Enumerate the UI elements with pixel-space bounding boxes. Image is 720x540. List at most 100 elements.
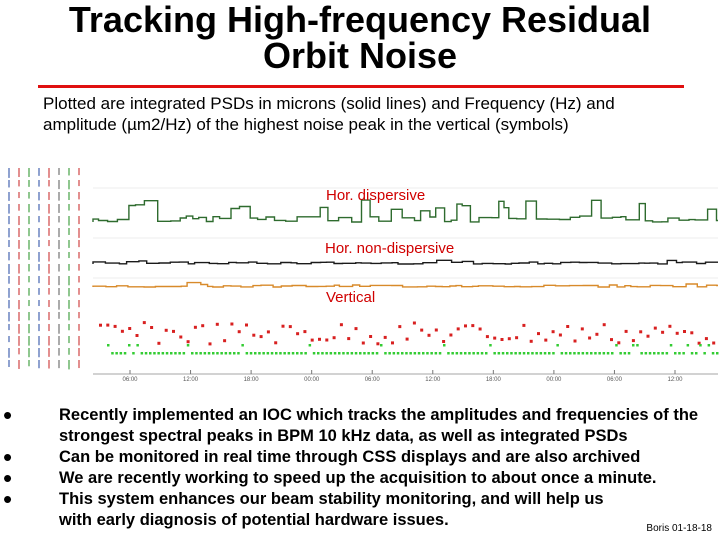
left-axis-mark [28, 348, 30, 358]
left-axis-mark [48, 204, 50, 214]
frequency-point [665, 352, 669, 355]
frequency-point [132, 352, 135, 355]
left-axis-mark [28, 252, 30, 260]
frequency-point [241, 344, 244, 347]
frequency-point [119, 352, 123, 355]
amplitude-point [150, 326, 154, 329]
frequency-point [354, 352, 358, 355]
frequency-point [182, 352, 186, 355]
left-axis-mark [48, 240, 50, 247]
amplitude-point [296, 332, 300, 336]
frequency-point [468, 352, 471, 355]
label-hor-non-dispersive: Hor. non-dispersive [325, 240, 454, 257]
left-axis-mark [48, 312, 50, 321]
frequency-point [136, 344, 139, 347]
frequency-point [178, 352, 181, 355]
chart-gridlines [93, 187, 718, 279]
amplitude-point [500, 338, 504, 341]
frequency-point [716, 352, 719, 355]
frequency-point [237, 352, 240, 355]
amplitude-point [566, 325, 570, 328]
left-axis-mark [58, 276, 60, 286]
amplitude-point [653, 326, 657, 330]
amplitude-point [193, 325, 197, 329]
frequency-point [497, 352, 501, 355]
frequency-point [275, 352, 278, 355]
amplitude-point [646, 334, 650, 338]
left-axis-mark [28, 312, 30, 321]
amplitude-point [697, 341, 701, 345]
bullet-dot: • [3, 484, 13, 514]
frequency-point [317, 352, 320, 355]
left-axis-mark [38, 192, 40, 201]
amplitude-point [230, 322, 234, 326]
amplitude-point [398, 325, 402, 329]
amplitude-point [551, 330, 555, 334]
left-axis-mark [68, 240, 70, 248]
frequency-point [531, 352, 534, 355]
frequency-point [535, 352, 538, 355]
frequency-point [459, 352, 463, 355]
frequency-point [548, 352, 551, 355]
frequency-point [577, 352, 580, 355]
left-axis-mark [78, 288, 80, 295]
left-axis-mark [28, 216, 30, 225]
left-axis-mark [28, 228, 30, 237]
title-line-1: Tracking High-frequency Residual [68, 0, 652, 40]
amplitude-point [588, 336, 592, 340]
amplitude-point [164, 328, 168, 332]
frequency-point [552, 352, 555, 355]
frequency-point [291, 352, 295, 355]
left-axis-mark [68, 216, 70, 226]
frequency-point [674, 352, 677, 355]
left-axis-mark [48, 192, 50, 200]
frequency-point [149, 352, 152, 355]
left-axis-mark [78, 252, 80, 259]
amplitude-point [456, 327, 460, 331]
left-axis-mark [58, 288, 60, 296]
left-axis-mark [68, 312, 70, 321]
left-axis-mark [48, 300, 50, 307]
x-tick-label: 12:00 [425, 377, 441, 383]
amplitude-point [383, 335, 387, 339]
amplitude-point [332, 336, 336, 340]
left-axis-mark [78, 300, 80, 308]
frequency-point [585, 352, 589, 355]
left-axis-mark [18, 204, 20, 211]
x-tick-label: 00:00 [546, 377, 562, 383]
frequency-point [262, 352, 265, 355]
amplitude-point [376, 342, 380, 346]
amplitude-point [135, 334, 139, 337]
frequency-point [594, 352, 597, 355]
amplitude-point [354, 327, 358, 331]
frequency-point [191, 352, 194, 355]
frequency-point [363, 352, 366, 355]
frequency-point [661, 352, 664, 355]
frequency-point [287, 352, 291, 355]
left-axis-mark [18, 252, 20, 260]
amplitude-point [201, 324, 205, 328]
amplitude-point [223, 339, 227, 343]
left-axis-mark [48, 288, 50, 295]
frequency-point [438, 352, 442, 355]
frequency-point [615, 344, 618, 347]
amplitude-point [610, 338, 613, 342]
frequency-point [346, 352, 349, 355]
frequency-point [413, 352, 417, 355]
amplitude-point [186, 340, 190, 344]
amplitude-point [347, 337, 351, 341]
frequency-point [367, 352, 370, 355]
amplitude-point [675, 331, 679, 335]
left-axis-mark [68, 300, 70, 309]
x-tick-label: 18:00 [486, 377, 502, 383]
frequency-point [405, 352, 408, 355]
frequency-point [682, 352, 685, 355]
frequency-point [329, 352, 333, 355]
left-axis-mark [8, 168, 10, 178]
left-axis-mark [58, 168, 60, 175]
left-axis-mark [58, 336, 60, 346]
left-axis-mark [78, 228, 80, 238]
frequency-point [371, 352, 375, 355]
left-axis-mark [68, 192, 70, 201]
frequency-point [123, 352, 127, 355]
